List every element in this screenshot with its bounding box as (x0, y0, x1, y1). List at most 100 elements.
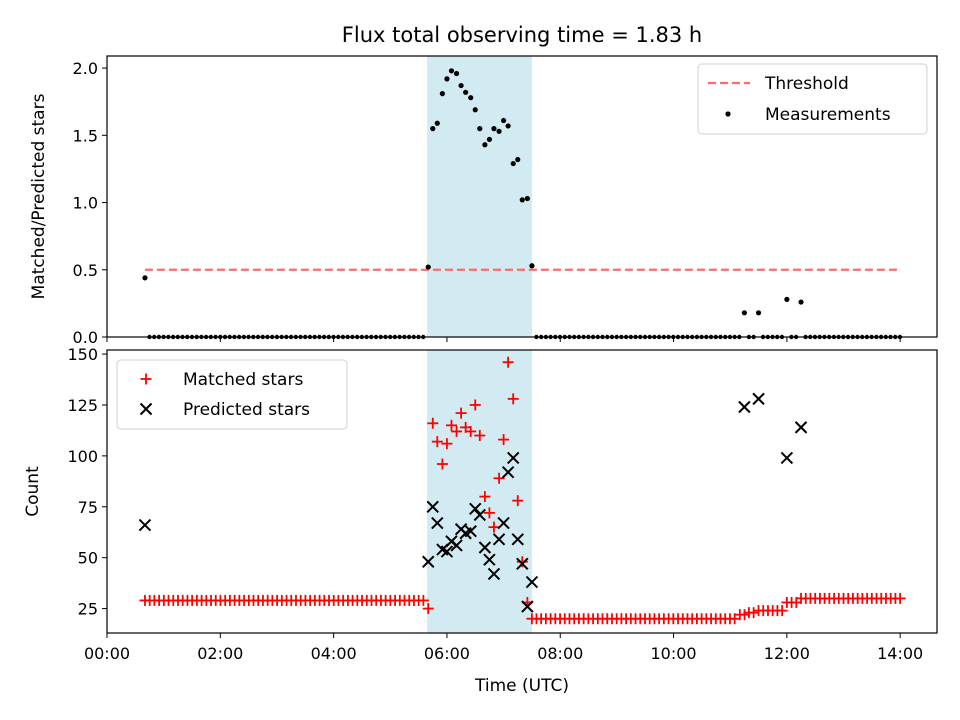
matched-star-point (436, 458, 448, 470)
measurement-point (468, 95, 474, 101)
top-y-tick-label: 1.0 (73, 194, 98, 213)
matched-star-point (445, 419, 457, 431)
matched-star-point (455, 407, 467, 419)
bottom-axes-frame (106, 349, 938, 634)
predicted-star-point-b (492, 533, 506, 546)
predicted-star-point (469, 502, 482, 516)
measurement-point (519, 197, 525, 203)
predicted-star-point (521, 600, 534, 613)
top-y-tick-label: 0.0 (73, 328, 98, 347)
bottom-y-tick-label: 150 (67, 345, 98, 364)
measurement-point (142, 275, 148, 281)
predicted-star-point-b (464, 524, 477, 538)
measurement-point (448, 68, 455, 74)
legend-matched-swatch (140, 373, 152, 385)
predicted-star-point (516, 557, 529, 570)
measurement-point (425, 264, 431, 270)
matched-star-point (493, 472, 505, 484)
matched-star-point (417, 594, 429, 606)
measurement-point (439, 91, 445, 97)
predicted-star-point-b (738, 400, 751, 414)
legend-matched-label: Matched stars (183, 370, 303, 390)
measurement-point (755, 310, 762, 316)
legend-predicted-marker-b (139, 402, 153, 416)
measurement-point (463, 89, 469, 95)
predicted-star-point (450, 539, 463, 552)
measurement-point (500, 117, 507, 124)
top-observing-window-shade (427, 56, 532, 337)
predicted-star-point (780, 451, 794, 465)
top-y-tick-label: 2.0 (73, 59, 98, 78)
predicted-star-point (492, 533, 506, 546)
bottom-y-tick-label: 125 (67, 396, 98, 415)
x-tick-label: 14:00 (877, 644, 923, 663)
predicted-star-point (426, 500, 439, 513)
predicted-star-point-b (469, 502, 482, 516)
x-tick-label: 12:00 (764, 644, 810, 663)
bottom-panel: 25 50 75 100 125 150 00:00 02:00 04:00 06:00 08:0… (23, 345, 938, 696)
matched-star-point (441, 438, 453, 450)
predicted-star-point-b (473, 508, 486, 522)
predicted-star-point-b (525, 575, 539, 589)
predicted-star-point-b (794, 421, 808, 434)
matched-star-point (431, 436, 443, 448)
top-y-axis-label: Matched/Predicted stars (29, 93, 49, 299)
predicted-star-point-b (138, 518, 152, 532)
matched-star-point (451, 425, 463, 437)
x-tick-label: 00:00 (84, 644, 130, 663)
legend-measurements-label: Measurements (765, 105, 891, 125)
predicted-star-point-b (422, 555, 435, 568)
x-tick-label: 10:00 (650, 644, 696, 663)
predicted-star-point-b (501, 465, 515, 479)
measurement-point (741, 310, 747, 316)
top-panel: 0.00.51.01.52.0 Matched/Predicted stars … (29, 55, 938, 347)
chart-title: Flux total observing time = 1.83 h (342, 23, 702, 47)
measurement-point (453, 70, 460, 77)
measurement-point (784, 296, 790, 302)
matched-star-point (512, 495, 524, 507)
legend-predicted-swatch (139, 402, 153, 416)
predicted-star-point (473, 508, 486, 522)
predicted-star-point-b (483, 553, 496, 566)
bottom-y-tick-label: 100 (67, 447, 98, 466)
matched-star-point (748, 607, 760, 619)
measurement-point (486, 136, 493, 142)
top-legend-box (697, 63, 928, 135)
matched-star-point (502, 356, 514, 368)
x-tick-label: 04:00 (311, 644, 357, 663)
legend-threshold-label: Threshold (764, 74, 849, 94)
top-y-tick-label: 0.5 (73, 261, 98, 280)
matched-star-point (507, 393, 519, 405)
measurement-point (515, 156, 521, 163)
predicted-star-point-b (511, 533, 524, 546)
measurement-point (510, 160, 516, 167)
predicted-star-point (507, 451, 520, 465)
matched-star-point (469, 399, 481, 411)
predicted-star-point-b (450, 539, 463, 552)
predicted-star-point (483, 553, 496, 566)
measurement-point (458, 82, 464, 89)
x-tick-label: 08:00 (537, 644, 583, 663)
matched-star-point (479, 491, 491, 503)
matched-star-point (465, 425, 477, 437)
predicted-star-point-b (752, 392, 765, 406)
predicted-star-point (501, 465, 515, 479)
measurement-point (496, 128, 502, 134)
measurement-point (482, 142, 488, 148)
measurement-point (529, 263, 535, 269)
bottom-y-axis-label: Count (23, 466, 43, 517)
x-tick-label: 06:00 (424, 644, 470, 663)
legend-matched-marker (140, 373, 152, 385)
bottom-y-tick-label: 75 (78, 498, 98, 517)
matched-star-point (488, 521, 500, 533)
predicted-star-point-b (478, 541, 492, 554)
bottom-y-tick-label: 50 (78, 549, 98, 568)
predicted-star-point (138, 518, 152, 532)
top-legend: Threshold Measurements (697, 63, 928, 135)
predicted-star-point-b (516, 557, 529, 570)
matched-star-point (498, 434, 510, 446)
top-axes-frame (106, 55, 938, 338)
bottom-legend-box (116, 359, 348, 430)
predicted-star-point (794, 421, 808, 434)
